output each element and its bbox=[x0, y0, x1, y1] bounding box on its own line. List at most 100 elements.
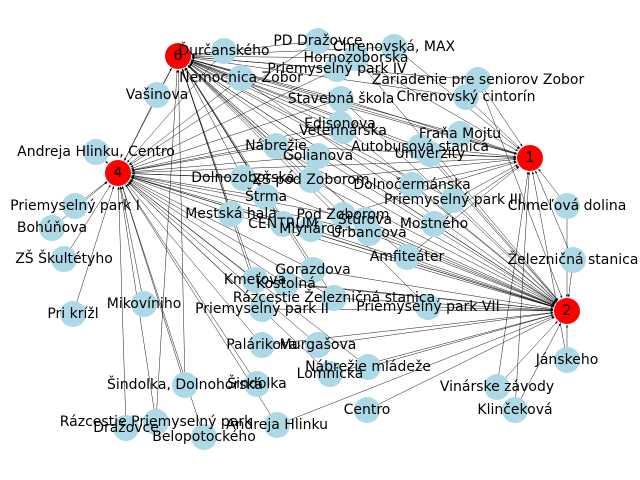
stop-label: Hornozoborská bbox=[304, 50, 409, 66]
stop-node bbox=[354, 397, 380, 423]
stop-node bbox=[560, 247, 586, 273]
stop-label: Ďurčanského bbox=[178, 41, 269, 59]
stop-node bbox=[328, 86, 354, 112]
hub-label: 2 bbox=[563, 303, 572, 319]
stop-node bbox=[298, 167, 324, 193]
stop-label: Palárikova bbox=[226, 337, 298, 353]
stop-label: Lomnická bbox=[297, 366, 364, 382]
edge-s52-h4 bbox=[125, 184, 258, 385]
stop-node bbox=[253, 184, 279, 210]
stop-node bbox=[554, 193, 580, 219]
stop-label: Šindolka bbox=[227, 374, 286, 392]
stop-label: ZŠ Škultétyho bbox=[15, 249, 113, 267]
stop-node bbox=[230, 165, 256, 191]
stop-node bbox=[484, 374, 510, 400]
edge-s11-h2 bbox=[339, 123, 557, 303]
edge-s9-h4 bbox=[131, 98, 342, 169]
edge-s46-h4 bbox=[128, 181, 319, 346]
stop-node bbox=[211, 38, 237, 64]
stop-node bbox=[244, 371, 270, 397]
edge-s16-h4 bbox=[131, 155, 319, 173]
stop-node bbox=[355, 354, 381, 380]
edge-s57-h2 bbox=[276, 315, 555, 426]
stop-label: Nemocnica Zobor bbox=[179, 70, 303, 86]
edge-s32-h4 bbox=[131, 175, 370, 234]
edge-s16-h6 bbox=[189, 63, 319, 157]
stop-node bbox=[191, 424, 217, 450]
hub-label: 4 bbox=[114, 165, 123, 181]
stop-label: Chmeľová dolina bbox=[508, 198, 627, 214]
stop-label: Urbancova bbox=[331, 225, 406, 241]
stop-label: Pri krížl bbox=[47, 306, 98, 322]
edge-s17-h2 bbox=[429, 153, 558, 301]
edge-s56-h4 bbox=[117, 186, 127, 429]
stop-node bbox=[300, 257, 326, 283]
edge-s35-h1 bbox=[535, 170, 574, 261]
stop-node bbox=[421, 211, 447, 237]
stop-node bbox=[305, 28, 331, 54]
edge-s43-h4 bbox=[72, 186, 115, 315]
stop-label: Mlynárce bbox=[279, 221, 342, 237]
edge-s51-h4 bbox=[121, 186, 186, 386]
edge-s4-h2 bbox=[355, 57, 559, 301]
hub-label: 6 bbox=[174, 48, 183, 64]
edge-s38-h6 bbox=[182, 68, 256, 281]
stop-node bbox=[324, 56, 350, 82]
stop-node bbox=[554, 347, 580, 373]
edge-s20-h1 bbox=[310, 158, 517, 181]
edge-s12-h4 bbox=[131, 130, 344, 172]
edge-s23-h2 bbox=[452, 199, 558, 302]
stop-label: Železničná stanica bbox=[508, 250, 639, 268]
edge-s37-h4 bbox=[130, 179, 314, 271]
stop-label: Bohúňova bbox=[17, 220, 87, 236]
nodes-layer bbox=[39, 28, 586, 450]
edge-s28-h1 bbox=[342, 161, 517, 216]
stop-node bbox=[60, 301, 86, 327]
edge-s36-h2 bbox=[406, 256, 554, 307]
stop-label: Murgašova bbox=[280, 337, 357, 353]
hub-label: 1 bbox=[526, 150, 535, 166]
stop-node bbox=[356, 220, 382, 246]
stop-label: Pod Zoborom bbox=[296, 207, 389, 223]
edge-h6-h4 bbox=[124, 55, 179, 161]
stop-node bbox=[305, 332, 331, 358]
stop-node bbox=[415, 294, 441, 320]
stop-node bbox=[298, 216, 324, 242]
edge-s50-h1 bbox=[496, 171, 529, 388]
edge-s15-h2 bbox=[419, 146, 558, 301]
hub-node bbox=[165, 43, 191, 69]
edge-s19-h6 bbox=[184, 68, 244, 179]
stop-label: Veterinárska bbox=[299, 123, 387, 139]
edge-s7-h2 bbox=[477, 79, 563, 299]
edge-h4-h2 bbox=[117, 172, 554, 308]
edge-s21-h1 bbox=[411, 160, 517, 186]
stop-node bbox=[330, 202, 356, 228]
stop-label: Rázcestie Železničná stanica bbox=[233, 288, 435, 306]
stop-label: Stavebná škola bbox=[288, 91, 395, 107]
edge-s9-h6 bbox=[191, 59, 342, 100]
stop-node bbox=[453, 84, 479, 110]
stop-label: Dražovce bbox=[93, 420, 159, 436]
edge-s31-h4 bbox=[131, 175, 366, 221]
stop-label: Štrma bbox=[245, 187, 287, 205]
edge-s39-h4 bbox=[129, 180, 287, 285]
edge-s44-h2 bbox=[261, 308, 554, 312]
stop-label: Gorazdova bbox=[275, 262, 350, 278]
stop-node bbox=[305, 143, 331, 169]
edge-s55-h6 bbox=[155, 69, 179, 423]
edge-s53-h2 bbox=[366, 317, 555, 411]
stop-label: Vinárske závody bbox=[440, 379, 554, 395]
stop-label: Rázcestie Priemyselný park bbox=[60, 414, 253, 430]
stop-label: Centro bbox=[344, 402, 391, 418]
stop-label: Mestská hala bbox=[185, 206, 277, 222]
edge-s54-h2 bbox=[514, 323, 561, 411]
edge-s6-h2 bbox=[240, 77, 556, 304]
stop-node bbox=[417, 141, 443, 167]
stop-label: ZŠ pod Zoborom bbox=[253, 170, 370, 188]
stop-label: Priemyselný park IV bbox=[267, 61, 407, 77]
stop-label: Šindolka, Dolnohorská bbox=[107, 375, 263, 393]
stop-node bbox=[502, 397, 528, 423]
edge-s14-h2 bbox=[275, 145, 556, 305]
hub-node bbox=[105, 160, 131, 186]
